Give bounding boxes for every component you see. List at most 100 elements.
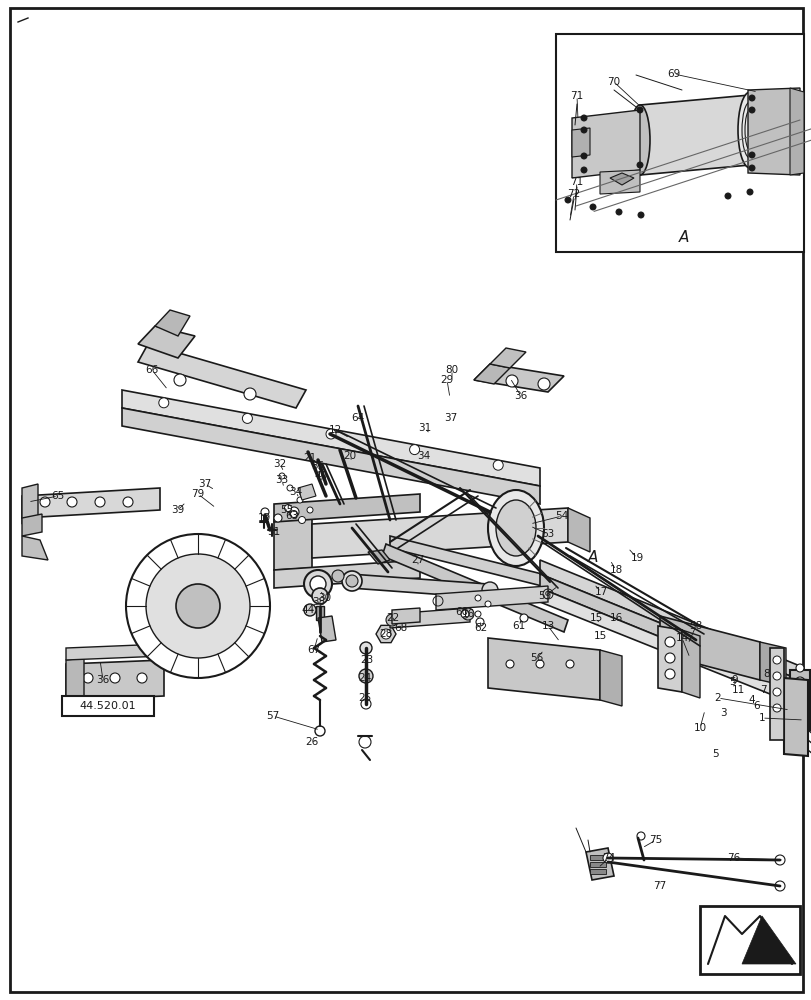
Bar	[556, 34, 803, 252]
Circle shape	[40, 497, 50, 507]
Text: A: A	[587, 550, 598, 566]
Text: 4: 4	[748, 695, 754, 705]
Text: 36: 36	[97, 675, 109, 685]
Bar	[590, 869, 605, 874]
Text: 59: 59	[538, 591, 551, 601]
Circle shape	[361, 699, 371, 709]
Circle shape	[307, 507, 312, 513]
Text: 5: 5	[729, 677, 736, 687]
Circle shape	[774, 855, 784, 865]
Circle shape	[284, 504, 291, 512]
Polygon shape	[122, 408, 539, 504]
Circle shape	[772, 688, 780, 696]
Text: 36: 36	[513, 391, 527, 401]
Polygon shape	[769, 648, 783, 740]
Circle shape	[310, 576, 325, 592]
Polygon shape	[568, 508, 590, 552]
Polygon shape	[487, 638, 599, 700]
Polygon shape	[350, 574, 487, 598]
Text: 67: 67	[307, 645, 320, 655]
Polygon shape	[138, 326, 195, 358]
Text: 80: 80	[445, 365, 458, 375]
Polygon shape	[639, 95, 749, 175]
Circle shape	[358, 669, 372, 683]
Polygon shape	[273, 560, 419, 588]
Polygon shape	[138, 344, 306, 408]
Text: 23: 23	[360, 655, 373, 665]
Text: 79: 79	[191, 489, 204, 499]
Text: 29: 29	[440, 375, 453, 385]
Polygon shape	[318, 616, 336, 642]
Text: 75: 75	[649, 835, 662, 845]
Polygon shape	[609, 173, 633, 185]
Circle shape	[772, 656, 780, 664]
Text: 16: 16	[461, 609, 474, 619]
Text: 31: 31	[267, 527, 281, 537]
Circle shape	[243, 388, 255, 400]
Circle shape	[748, 152, 754, 158]
Text: 8: 8	[763, 669, 770, 679]
Polygon shape	[389, 608, 470, 628]
Text: 37: 37	[444, 413, 457, 423]
Circle shape	[286, 485, 293, 491]
Circle shape	[636, 162, 642, 168]
Text: 68: 68	[394, 623, 407, 633]
Text: 57: 57	[266, 711, 279, 721]
Polygon shape	[599, 170, 639, 194]
Circle shape	[109, 673, 120, 683]
Text: 54: 54	[555, 511, 568, 521]
Polygon shape	[389, 536, 549, 588]
Text: 44: 44	[301, 605, 314, 615]
Ellipse shape	[487, 490, 543, 566]
Text: 28: 28	[379, 629, 393, 639]
Circle shape	[303, 570, 332, 598]
Polygon shape	[783, 678, 807, 756]
Polygon shape	[273, 494, 419, 522]
Polygon shape	[539, 560, 799, 680]
Circle shape	[535, 660, 543, 668]
Text: 16: 16	[608, 613, 622, 623]
Circle shape	[95, 497, 105, 507]
Polygon shape	[586, 848, 613, 880]
Polygon shape	[367, 550, 389, 564]
Text: 33: 33	[275, 475, 288, 485]
Circle shape	[603, 853, 612, 863]
Polygon shape	[392, 608, 419, 624]
Text: 38: 38	[312, 597, 325, 607]
Circle shape	[358, 736, 371, 748]
Circle shape	[311, 588, 328, 604]
Text: 26: 26	[305, 737, 318, 747]
Ellipse shape	[629, 105, 649, 175]
Circle shape	[174, 374, 186, 386]
Text: 76: 76	[727, 853, 740, 863]
Bar	[62, 696, 154, 716]
Text: 63: 63	[541, 529, 554, 539]
Circle shape	[279, 473, 285, 479]
Circle shape	[137, 673, 147, 683]
Polygon shape	[747, 88, 799, 175]
Bar	[590, 855, 605, 860]
Circle shape	[664, 669, 674, 679]
Circle shape	[636, 107, 642, 113]
Polygon shape	[741, 916, 795, 964]
Circle shape	[290, 510, 297, 518]
Circle shape	[122, 497, 133, 507]
Circle shape	[159, 398, 169, 408]
Text: 34: 34	[289, 487, 303, 497]
Text: 71: 71	[569, 177, 583, 187]
Circle shape	[298, 516, 305, 524]
Text: 39: 39	[171, 505, 184, 515]
Circle shape	[146, 554, 250, 658]
Circle shape	[505, 660, 513, 668]
Circle shape	[724, 193, 730, 199]
Text: 64: 64	[351, 413, 364, 423]
Text: 30: 30	[318, 593, 331, 603]
Polygon shape	[474, 364, 509, 384]
Text: 40: 40	[314, 471, 327, 481]
Polygon shape	[22, 488, 160, 518]
Text: 34: 34	[417, 451, 430, 461]
Text: 2: 2	[714, 693, 720, 703]
Circle shape	[748, 165, 754, 171]
Text: 7: 7	[759, 685, 766, 695]
Circle shape	[126, 534, 270, 678]
